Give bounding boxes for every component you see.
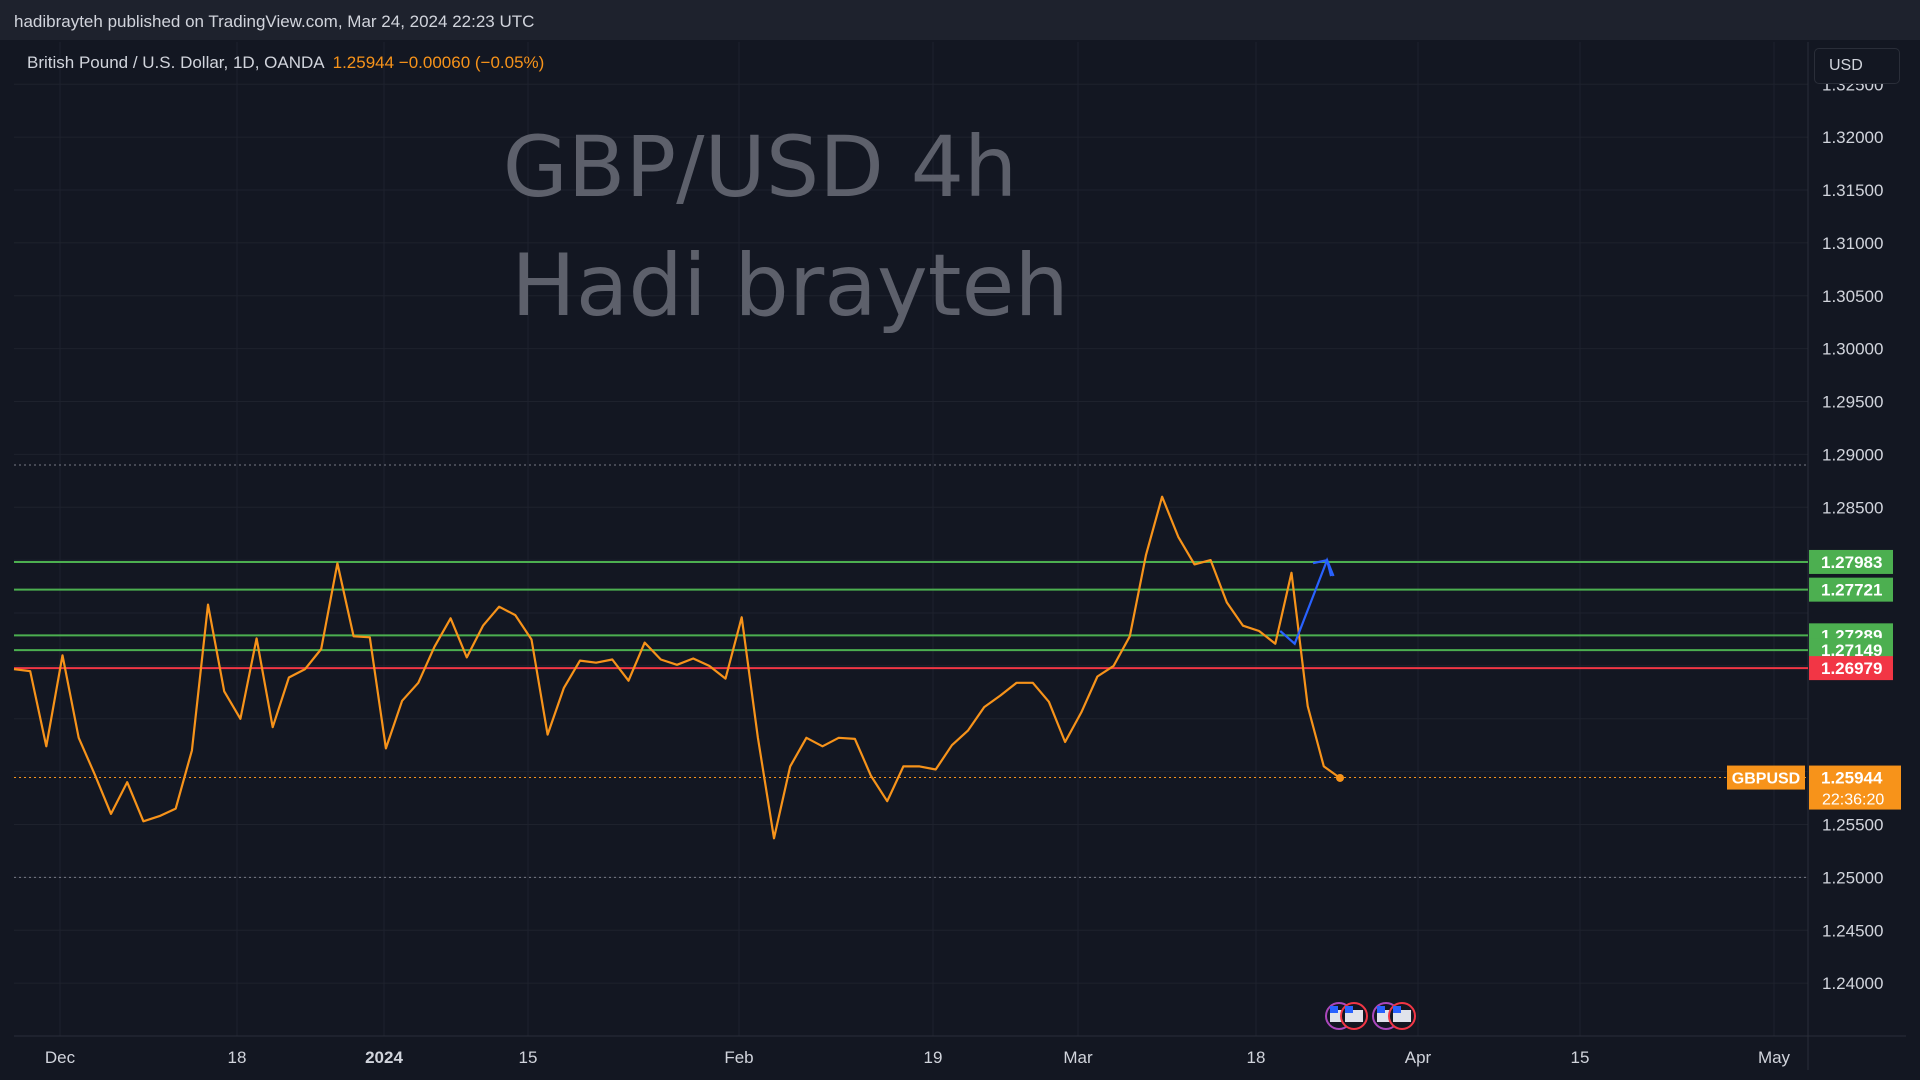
top-bar: hadibrayteh published on TradingView.com… — [0, 0, 1920, 40]
arrow-drawing[interactable] — [1279, 557, 1335, 646]
price-tick-label: 1.29000 — [1822, 445, 1883, 464]
resistance-price-tag — [1809, 656, 1893, 681]
symbol-legend[interactable]: British Pound / U.S. Dollar, 1D, OANDA 1.… — [27, 53, 544, 73]
price-tick-label: 1.28500 — [1822, 498, 1883, 517]
price-tick-label: 1.31000 — [1822, 234, 1883, 253]
watermark-author: Hadi brayteh — [511, 236, 1069, 336]
watermark-title: GBP/USD 4h — [502, 118, 1018, 216]
time-tick-label: Apr — [1405, 1048, 1432, 1067]
price-tick-label: 1.25500 — [1822, 816, 1883, 835]
price-tick-label: 1.31500 — [1822, 181, 1883, 200]
time-tick-label: 2024 — [365, 1048, 403, 1067]
currency-button[interactable]: USD — [1814, 48, 1900, 84]
resistance-price-label: 1.26979 — [1821, 659, 1882, 678]
symbol-tag — [1727, 765, 1805, 790]
price-tick-label: 1.24000 — [1822, 974, 1883, 993]
bar-countdown-label: 22:36:20 — [1822, 792, 1884, 809]
arrow-head — [1312, 558, 1333, 577]
time-tick-label: Feb — [724, 1048, 753, 1067]
support-price-label: 1.27721 — [1821, 581, 1882, 600]
symbol-tag-label: GBPUSD — [1732, 771, 1800, 788]
flag-canton-icon — [1393, 1006, 1401, 1013]
price-tick-label: 1.25000 — [1822, 868, 1883, 887]
support-price-label: 1.27983 — [1821, 553, 1882, 572]
price-series-line[interactable] — [13, 495, 1341, 840]
support-price-tag — [1809, 549, 1893, 574]
flag-canton-icon — [1330, 1006, 1338, 1013]
chart-frame[interactable] — [14, 40, 1906, 1070]
support-price-label: 1.27149 — [1821, 641, 1882, 660]
flag-canton-icon — [1377, 1006, 1385, 1013]
last-point-marker — [1336, 773, 1344, 782]
time-tick-label: 19 — [924, 1048, 943, 1067]
published-caption: hadibrayteh published on TradingView.com… — [14, 12, 535, 31]
time-tick-label: 18 — [228, 1048, 247, 1067]
symbol-name: British Pound / U.S. Dollar, 1D, OANDA — [27, 53, 325, 72]
price-tick-label: 1.30500 — [1822, 287, 1883, 306]
time-tick-label: Mar — [1063, 1048, 1093, 1067]
time-tick-label: 15 — [1571, 1048, 1590, 1067]
time-tick-label: 18 — [1247, 1048, 1266, 1067]
flag-canton-icon — [1345, 1006, 1353, 1013]
time-tick-label: Dec — [45, 1048, 76, 1067]
price-tick-label: 1.32000 — [1822, 128, 1883, 147]
price-tick-label: 1.30000 — [1822, 340, 1883, 359]
price-tick-label: 1.29500 — [1822, 393, 1883, 412]
last-price-tag — [1809, 765, 1901, 810]
symbol-quote: 1.25944 −0.00060 (−0.05%) — [332, 53, 545, 72]
last-price-label: 1.25944 — [1821, 769, 1883, 788]
time-tick-label: May — [1758, 1048, 1791, 1067]
support-price-tag — [1809, 577, 1893, 602]
price-tick-label: 1.24500 — [1822, 921, 1883, 940]
time-tick-label: 15 — [519, 1048, 538, 1067]
